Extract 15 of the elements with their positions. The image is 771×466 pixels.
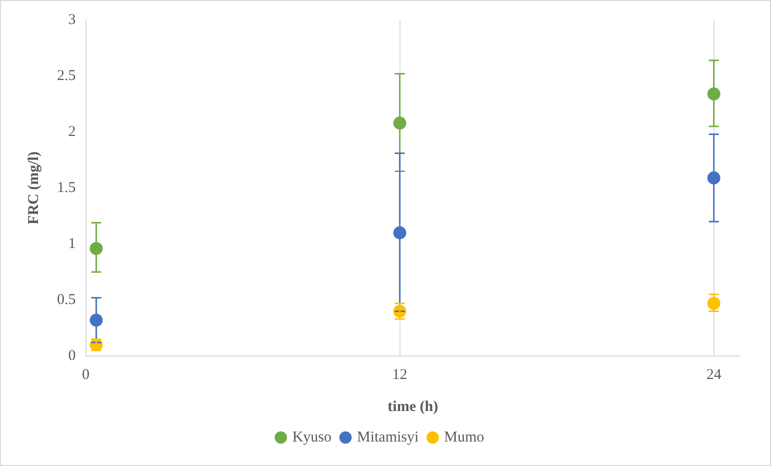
legend-label: Mitamisyi (357, 429, 419, 446)
x-tick-label: 12 (392, 366, 408, 383)
y-tick-label: 1.5 (57, 180, 76, 196)
y-tick-label: 2.5 (57, 68, 76, 84)
legend-label: Mumo (444, 429, 484, 446)
y-axis-title: FRC (mg/l) (26, 152, 42, 224)
y-tick-label: 3 (68, 12, 76, 28)
y-tick-label: 0 (68, 348, 76, 364)
y-tick-label: 0.5 (57, 292, 76, 308)
y-tick-label: 1 (68, 236, 76, 252)
legend-label: Kyuso (292, 429, 332, 446)
x-tick-label: 0 (82, 366, 90, 383)
y-tick-label: 2 (68, 124, 76, 140)
x-axis-title: time (h) (388, 398, 438, 415)
x-tick-label: 24 (706, 366, 722, 383)
